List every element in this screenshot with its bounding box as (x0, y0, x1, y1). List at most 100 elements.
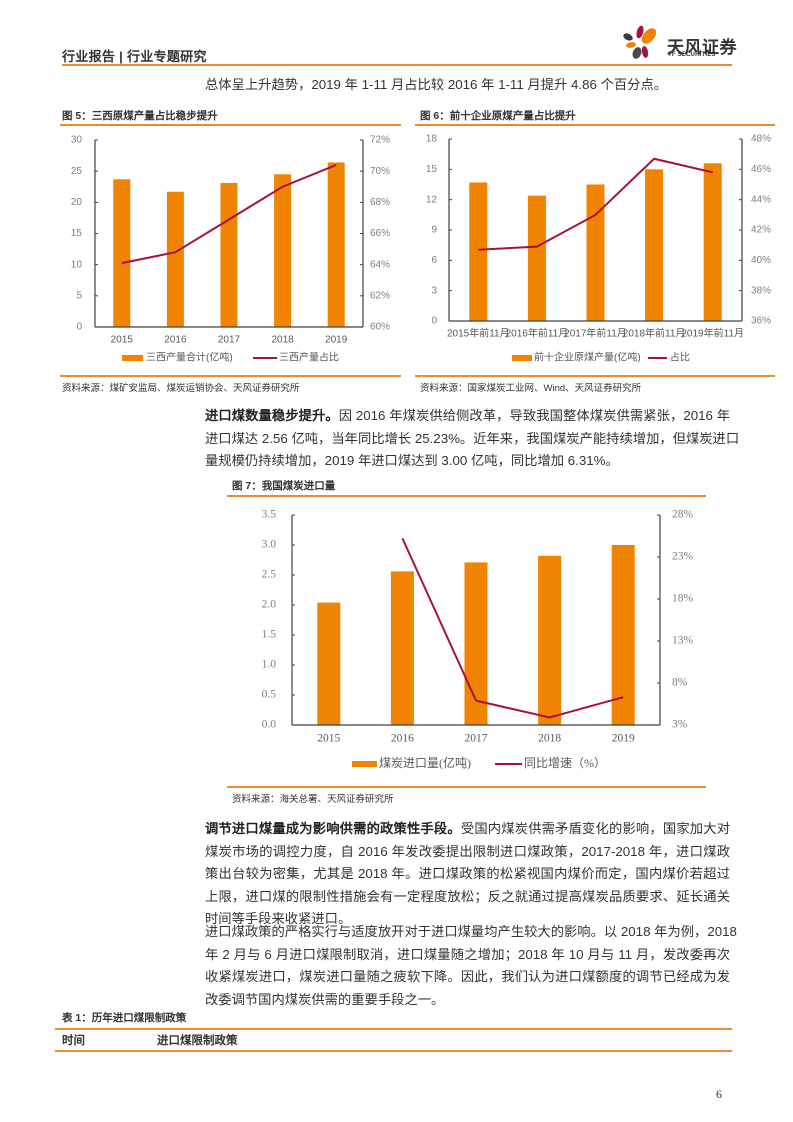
line-series (478, 157, 713, 251)
figure-5-chart: 0 5 10 15 20 25 30 60% 62% 64% 66% 68% 70% 72% 2015 201… (71, 135, 390, 364)
bar (220, 183, 238, 327)
table-1-header-rule (55, 1050, 732, 1052)
figure-6-source: 资料来源：国家煤炭工业网、Wind、天风证券研究所 (420, 383, 642, 394)
bar (274, 174, 292, 327)
bar (586, 184, 605, 321)
paragraph-line: 进口煤达 2.56 亿吨，当年同比增长 25.23%。近年来，我国煤炭产能持续增… (205, 430, 740, 446)
x-axis-category-label: 2016 (391, 733, 414, 745)
table-header-time: 时间 (62, 1035, 85, 1047)
bar (703, 163, 722, 321)
bar (645, 169, 664, 321)
left-axis-tick-label: 6 (431, 255, 437, 266)
x-axis-category-label: 2019 (612, 733, 635, 745)
line-series (401, 537, 624, 719)
right-axis-tick-label: 42% (751, 225, 771, 236)
right-axis-tick-label: 38% (751, 285, 771, 296)
table-1-title: 表 1：历年进口煤限制政策 (62, 1012, 187, 1024)
left-axis-tick-label: 20 (71, 197, 83, 208)
right-axis-tick-label: 70% (370, 166, 390, 177)
bar (113, 179, 131, 327)
paragraph-line: 上限，进口煤的限制性措施会有一定程度放松；反之就通过提高煤炭品质要求、延长通关 (205, 888, 730, 904)
right-axis-tick-label: 36% (751, 316, 771, 327)
legend-line-label: 三西产量占比 (279, 351, 339, 364)
right-axis-tick-label: 66% (370, 228, 390, 239)
left-axis-tick-label: 1.5 (262, 629, 277, 641)
x-axis-category-label: 2015 (111, 335, 134, 346)
bar (538, 555, 562, 725)
left-axis-tick-label: 10 (71, 259, 83, 270)
left-axis-tick-label: 15 (71, 228, 83, 239)
x-axis-category-label: 2015 (317, 733, 340, 745)
paragraph-line: 量规模仍持续增加，2019 年进口煤达到 3.00 亿吨，同比增加 6.31%。 (205, 453, 619, 468)
legend-line-label: 同比增速（%） (524, 756, 606, 770)
line-series (121, 164, 337, 265)
figure-5-title-rule (60, 124, 401, 126)
report-category-header: 行业报告 | 行业专题研究 (62, 49, 207, 64)
x-axis-category-label: 2015年前11月 (447, 327, 510, 340)
figure-7-source-rule (227, 786, 706, 788)
paragraph-import-policy-tool: 调节进口煤量成为影响供需的政策性手段。受国内煤炭供需矛盾变化的影响，国家加大对 … (205, 818, 730, 931)
legend-bar-swatch-icon (512, 355, 532, 361)
left-axis-tick-label: 0.5 (262, 689, 277, 701)
page-number: 6 (716, 1087, 722, 1101)
table-header-policy: 进口煤限制政策 (157, 1035, 238, 1047)
left-axis-tick-label: 25 (71, 166, 83, 177)
intro-line: 总体呈上升趋势，2019 年 1-11 月占比较 2016 年 1-11 月提升… (205, 77, 668, 92)
right-axis-tick-label: 44% (751, 194, 771, 205)
left-axis-tick-label: 9 (431, 225, 437, 236)
left-axis-tick-label: 1.0 (262, 659, 277, 671)
left-axis-tick-label: 0.0 (262, 719, 277, 731)
legend-bar-label: 前十企业原煤产量(亿吨) (534, 351, 641, 364)
right-axis-tick-label: 13% (672, 635, 694, 647)
paragraph-line: 改委调节国内煤炭供需的重要手段之一。 (205, 991, 445, 1007)
paragraph-line: 进口煤数量稳步提升。因 2016 年煤炭供给侧改革，导致我国整体煤炭供需紧张，2… (205, 408, 731, 423)
bar (166, 191, 184, 327)
tf-securities-logo: 天风证券 TF SECURITIES (618, 20, 738, 62)
left-axis-tick-label: 0 (76, 322, 82, 333)
bar (527, 195, 546, 321)
x-axis-category-label: 2017年前11月 (564, 327, 627, 340)
paragraph-line: 调节进口煤量成为影响供需的政策性手段。受国内煤炭供需矛盾变化的影响，国家加大对 (205, 821, 731, 836)
table-1-top-rule (55, 1028, 732, 1030)
left-axis-tick-label: 5 (76, 290, 82, 301)
x-axis-category-label: 2017 (218, 335, 241, 346)
legend-bar-swatch-icon (122, 355, 143, 361)
paragraph-line: 时间等手段来收紧进口。 (205, 911, 352, 926)
paragraph-line: 年 2 月与 6 月进口煤限制取消，进口煤量随之增加；2018 年 10 月与 … (205, 946, 730, 962)
left-axis-tick-label: 0 (431, 316, 437, 327)
paragraph-coal-import-growth: 进口煤数量稳步提升。因 2016 年煤炭供给侧改革，导致我国整体煤炭供需紧张，2… (205, 405, 740, 473)
left-axis-tick-label: 2.5 (262, 569, 277, 581)
bar (611, 545, 635, 725)
x-axis-category-label: 2017 (465, 733, 488, 745)
figure-6-source-rule (415, 375, 775, 377)
intro-paragraph: 总体呈上升趋势，2019 年 1-11 月占比较 2016 年 1-11 月提升… (205, 74, 730, 96)
right-axis-tick-label: 18% (672, 593, 694, 605)
paragraph-line: 煤炭市场的调控力度，自 2016 年发改委提出限制进口煤政策，2017-2018… (205, 843, 730, 859)
left-axis-tick-label: 3.0 (262, 539, 277, 551)
right-axis-tick-label: 68% (370, 197, 390, 208)
paragraph-line: 收紧煤炭进口，煤炭进口量随之疲软下降。因此，我们认为进口煤额度的调节已经成为发 (205, 969, 730, 984)
figure-7-title-rule (227, 495, 706, 497)
figure-5-source: 资料来源：煤矿安监局、煤炭运销协会、天风证券研究所 (62, 383, 300, 394)
paragraph-line: 策出台较为密集，尤其是 2018 年。进口煤政策的松紧视国内煤价而定，国内煤价若… (205, 866, 730, 881)
right-axis-tick-label: 46% (751, 164, 771, 175)
bar (390, 571, 414, 725)
bar (317, 602, 341, 725)
left-axis-tick-label: 30 (71, 135, 83, 146)
left-axis-tick-label: 18 (426, 134, 438, 145)
legend-bar-label: 三西产量合计(亿吨) (146, 351, 233, 364)
figure-6-title: 图 6：前十企业原煤产量占比提升 (420, 110, 576, 122)
right-axis-tick-label: 3% (672, 719, 688, 731)
figure-7-source: 资料来源：海关总署、天风证券研究所 (232, 794, 394, 805)
header-divider (62, 64, 732, 66)
right-axis-tick-label: 8% (672, 677, 688, 689)
left-axis-tick-label: 3.5 (262, 509, 277, 521)
right-axis-tick-label: 62% (370, 290, 390, 301)
bar (469, 182, 488, 321)
figure-5-title: 图 5：三西原煤产量占比稳步提升 (62, 110, 218, 122)
figure-7-title: 图 7：我国煤炭进口量 (232, 480, 336, 492)
x-axis-category-label: 2018 (538, 733, 561, 745)
x-axis-category-label: 2016年前11月 (506, 327, 569, 340)
right-axis-tick-label: 40% (751, 255, 771, 266)
right-axis-tick-label: 64% (370, 259, 390, 270)
